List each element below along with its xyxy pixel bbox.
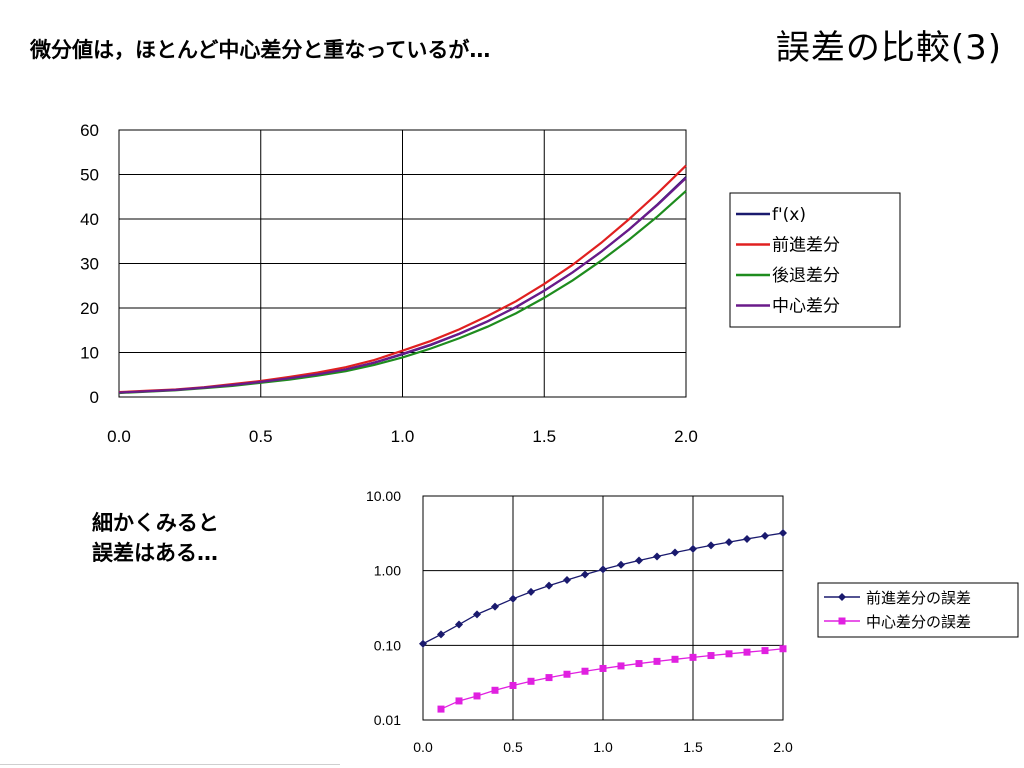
data-point-square [581,667,589,675]
chart2-plot-area [422,495,784,721]
data-point-square [653,657,661,665]
x-tick-label: 1.5 [532,427,556,446]
data-point-diamond [581,570,589,579]
x-tick-label: 2.0 [773,739,793,755]
data-point-square [743,648,751,656]
y-tick-label: 0 [90,388,99,407]
data-point-diamond [527,587,535,596]
data-point-diamond [419,639,427,648]
data-point-square [437,705,445,713]
data-point-square [599,664,607,672]
footer-divider [0,764,340,765]
data-point-diamond [707,541,715,550]
legend-label: 中心差分 [772,297,840,317]
y-tick-label: 60 [80,121,99,140]
y-tick-label: 50 [80,166,99,185]
series-line-4 [118,177,687,394]
legend-label: f'(x) [772,205,806,225]
x-tick-label: 0.5 [249,427,273,446]
data-point-square [671,655,679,663]
data-point-diamond [617,560,625,569]
x-tick-label: 1.0 [593,739,613,755]
y-tick-label: 20 [80,299,99,318]
y-tick-label: 10.00 [366,488,401,504]
chart2-legend [817,582,1019,638]
data-point-diamond [725,538,733,547]
legend-label: 前進差分の誤差 [866,589,971,607]
data-point-square [563,670,571,678]
legend-marker-diamond [838,593,846,601]
legend-label: 前進差分 [772,236,840,256]
data-point-diamond [671,548,679,557]
data-point-square [545,674,553,682]
legend-label: 後退差分 [772,266,840,286]
chart2-grid [422,495,784,721]
data-point-diamond [599,565,607,574]
data-point-square [473,692,481,700]
chart1-plot-area [118,129,687,398]
data-point-square [761,647,769,655]
legend-marker-square [838,617,846,625]
series-line-2 [440,648,784,710]
data-point-square [725,650,733,658]
x-tick-label: 2.0 [674,427,698,446]
data-point-square [455,697,463,705]
data-point-diamond [473,610,481,619]
data-point-square [635,660,643,668]
y-tick-label: 30 [80,255,99,274]
slide-title: 誤差の比較(3) [775,28,1002,68]
y-tick-label: 1.00 [374,563,401,579]
note-line-1: 細かくみると [92,511,219,535]
y-tick-label: 10 [80,344,99,363]
data-point-square [491,686,499,694]
data-point-diamond [437,630,445,639]
data-point-diamond [743,534,751,543]
data-point-square [689,653,697,661]
y-tick-label: 0.10 [374,637,401,653]
slide-subtitle: 微分値は，ほとんど中心差分と重なっているが… [30,38,491,62]
data-point-diamond [545,581,553,590]
note-line-2: 誤差はある… [92,541,218,565]
data-point-diamond [563,575,571,584]
data-point-diamond [653,552,661,561]
data-point-diamond [635,556,643,565]
x-tick-label: 0.0 [413,739,433,755]
x-tick-label: 0.5 [503,739,523,755]
x-tick-label: 0.0 [107,427,131,446]
data-point-square [527,677,535,685]
data-point-diamond [689,544,697,553]
legend-label: 中心差分の誤差 [866,613,971,631]
data-point-square [779,645,787,653]
data-point-diamond [779,529,787,538]
data-point-diamond [455,620,463,629]
data-point-diamond [761,531,769,540]
note-text: 細かくみると 誤差はある… [92,508,219,568]
data-point-square [509,681,517,689]
x-tick-label: 1.5 [683,739,703,755]
data-point-diamond [491,602,499,611]
y-tick-label: 0.01 [374,712,401,728]
data-point-square [707,652,715,660]
data-point-diamond [509,594,517,603]
data-point-square [617,662,625,670]
y-tick-label: 40 [80,210,99,229]
x-tick-label: 1.0 [391,427,415,446]
